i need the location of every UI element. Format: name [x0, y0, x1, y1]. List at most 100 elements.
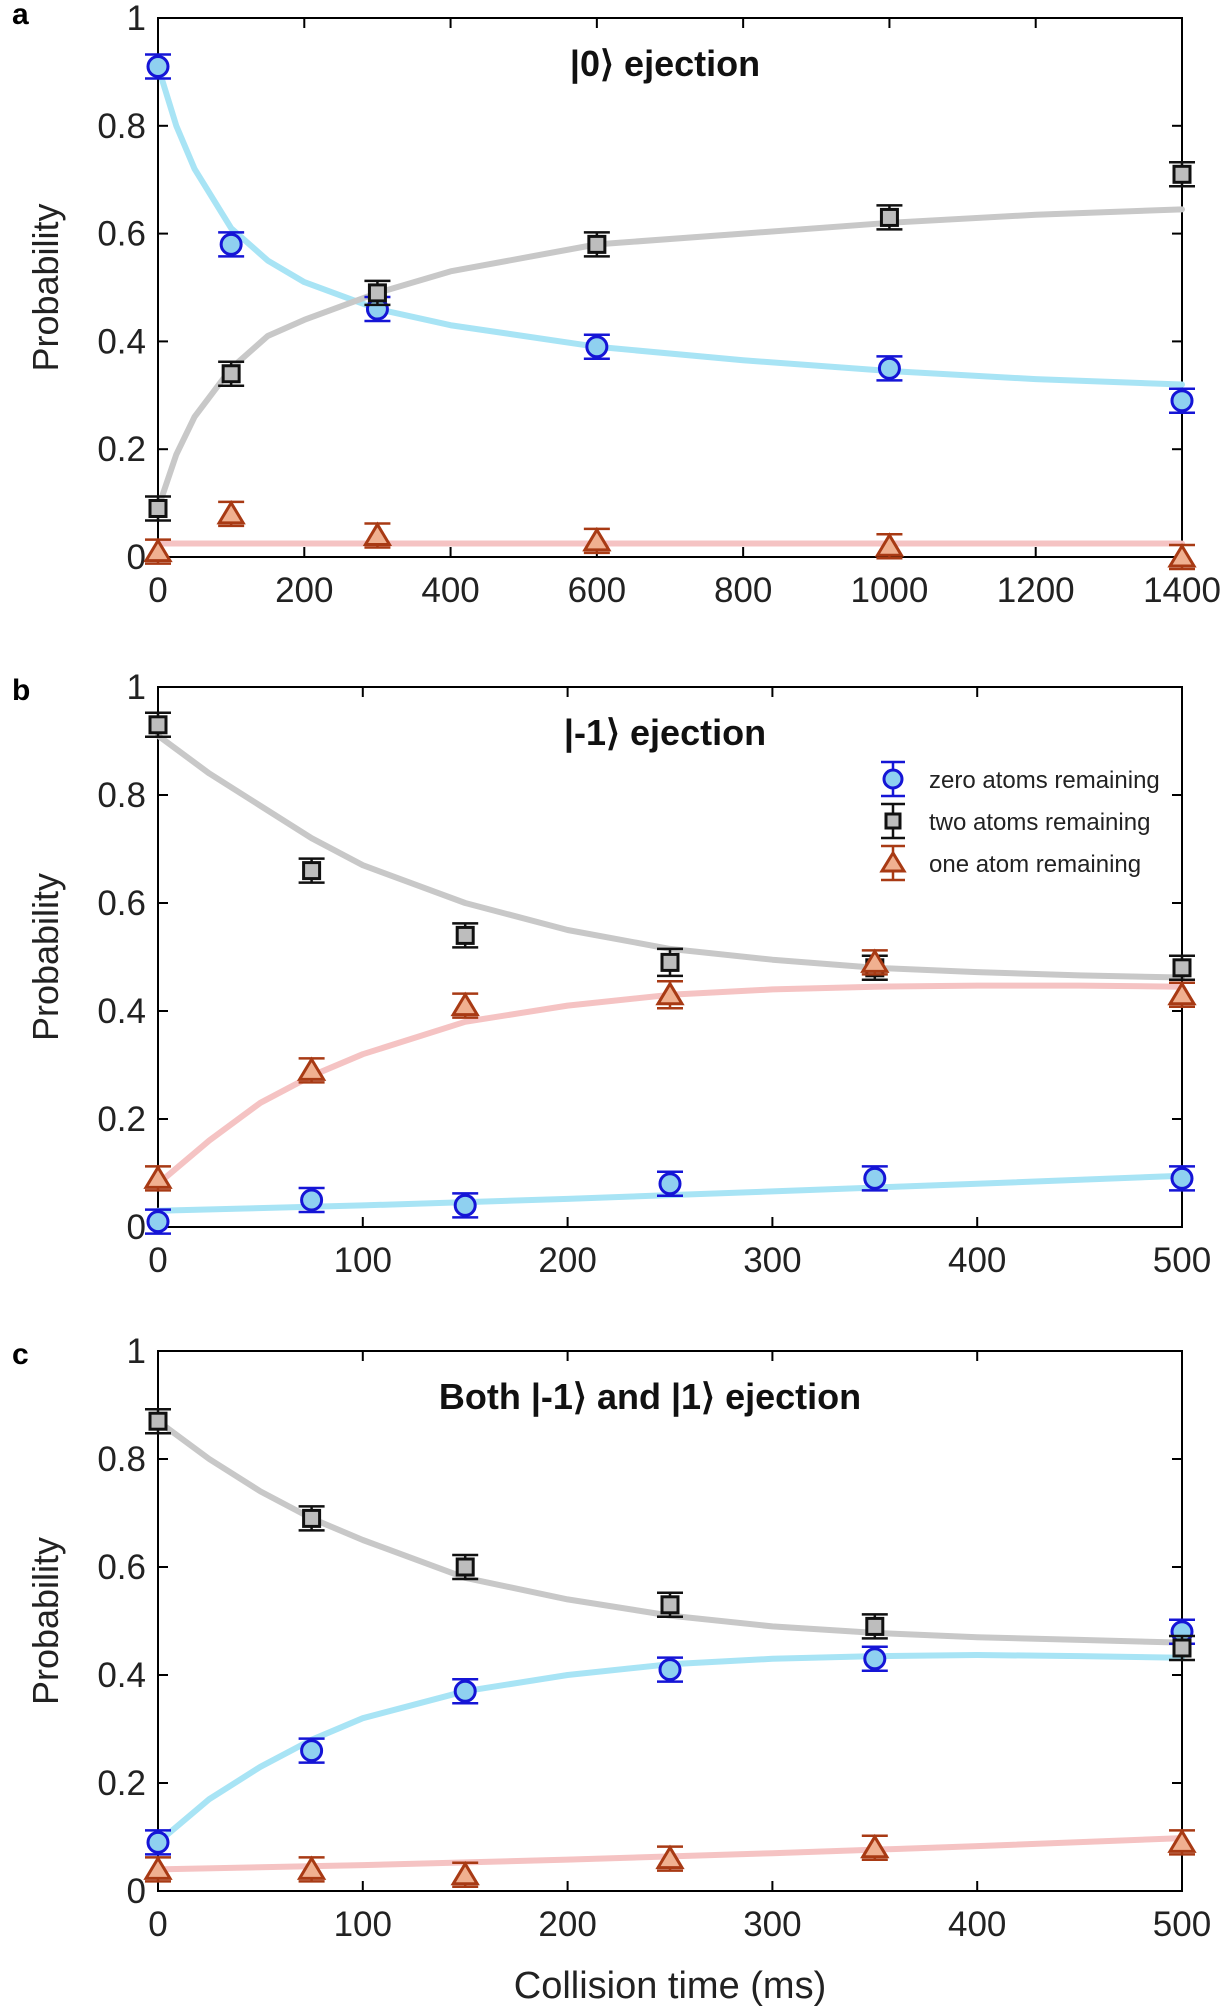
legend: zero atoms remaining two atoms remaining o… — [879, 760, 1160, 882]
data-point-square — [455, 1557, 475, 1577]
y-tick-label: 0 — [127, 1208, 146, 1247]
fit-curve-1 — [155, 732, 1185, 981]
data-point-triangle — [296, 1056, 327, 1081]
y-axis-label: Probability — [25, 873, 66, 1041]
y-tick-label: 0.4 — [97, 992, 146, 1031]
panel-b: b 0 0.2 0.4 0.6 0.8 1 0 100 200 300 400 500 Probabili… — [12, 668, 1211, 1280]
x-tick-label: 200 — [538, 1905, 596, 1944]
data-point-square — [587, 234, 607, 254]
data-point-square — [1172, 958, 1192, 978]
data-point-triangle — [216, 499, 246, 525]
y-axis-label: Probability — [25, 203, 66, 371]
y-tick-label: 0.4 — [97, 1656, 146, 1695]
y-tick-label: 1 — [127, 0, 146, 38]
x-axis-label: Collision time (ms) — [514, 1965, 826, 2007]
y-tick-label: 0 — [127, 1872, 146, 1911]
data-point-square — [865, 1616, 885, 1636]
x-tick-label: 400 — [421, 571, 479, 610]
y-tick-label: 0.6 — [97, 884, 146, 923]
data-point-triangle — [1167, 1828, 1197, 1853]
data-point-circle — [658, 1172, 682, 1196]
plot-frame — [157, 17, 1183, 558]
y-tick-label: 1 — [127, 1332, 146, 1371]
data-point-triangle — [296, 1855, 327, 1880]
chart-title: |-1⟩ ejection — [564, 712, 766, 754]
data-point-circle — [146, 1210, 170, 1234]
data-point-circle — [219, 232, 243, 256]
x-tick-label: 400 — [948, 1241, 1006, 1280]
data-point-triangle — [655, 1844, 685, 1870]
legend-entry-label: zero atoms remaining — [929, 767, 1160, 794]
x-tick-label: 100 — [334, 1905, 392, 1944]
y-tick-label: 0.2 — [97, 1100, 146, 1139]
data-point-triangle — [860, 948, 890, 973]
x-tick-label: 1000 — [850, 571, 928, 610]
panel-label: c — [12, 1338, 29, 1371]
legend-entry-label: one atom remaining — [929, 851, 1141, 878]
data-point-circle — [453, 1679, 477, 1703]
x-tick-label: 600 — [568, 571, 626, 610]
y-tick-label: 0 — [127, 538, 146, 577]
x-tick-label: 300 — [743, 1241, 801, 1280]
y-tick-label: 0.6 — [97, 1548, 146, 1587]
x-tick-label: 100 — [334, 1241, 392, 1280]
data-point-square — [148, 715, 168, 735]
data-point-circle — [658, 1658, 682, 1682]
y-tick-label: 0.2 — [97, 1764, 146, 1803]
data-point-square — [879, 207, 899, 227]
data-point-square — [1172, 1638, 1192, 1658]
data-point-square — [148, 498, 168, 518]
data-point-circle — [146, 1830, 170, 1854]
data-point-circle — [1170, 389, 1194, 413]
legend-marker-circle — [882, 768, 904, 790]
data-point-circle — [146, 55, 170, 79]
data-point-square — [302, 861, 322, 881]
data-point-triangle — [362, 521, 393, 546]
data-point-triangle — [143, 1855, 173, 1880]
data-point-square — [221, 364, 241, 384]
x-tick-label: 300 — [743, 1905, 801, 1944]
y-tick-label: 0.8 — [97, 1440, 146, 1479]
x-tick-label: 0 — [148, 571, 167, 610]
data-point-circle — [585, 335, 609, 359]
y-axis-label: Probability — [25, 1537, 66, 1705]
data-point-triangle — [655, 980, 685, 1006]
x-tick-label: 0 — [148, 1241, 167, 1280]
chart-title: |0⟩ ejection — [570, 43, 760, 85]
panel-c: c 0 0.2 0.4 0.6 0.8 1 0 100 200 300 400 500 Probabili… — [12, 1332, 1211, 2007]
data-point-triangle — [143, 537, 173, 563]
data-point-triangle — [860, 1833, 890, 1859]
y-tick-label: 0.2 — [97, 430, 146, 469]
data-point-triangle — [874, 532, 905, 557]
data-point-circle — [863, 1166, 887, 1190]
data-point-circle — [1170, 1166, 1194, 1190]
fit-curve-0 — [155, 1652, 1185, 1846]
data-point-triangle — [143, 1164, 173, 1189]
legend-marker-triangle — [879, 850, 907, 873]
data-point-triangle — [450, 1860, 480, 1886]
data-point-triangle — [582, 526, 612, 552]
panel-a: a 0 0.2 0.4 0.6 0.8 1 0 200 400 600 800 1000 1200 1400… — [12, 0, 1221, 610]
data-point-circle — [453, 1193, 477, 1217]
x-tick-label: 200 — [275, 571, 333, 610]
y-tick-label: 0.8 — [97, 107, 146, 146]
x-tick-label: 400 — [948, 1905, 1006, 1944]
x-tick-label: 1400 — [1143, 571, 1221, 610]
x-tick-label: 500 — [1153, 1241, 1211, 1280]
plot-frame — [157, 1350, 1183, 1892]
fit-curve-0 — [155, 63, 1185, 388]
y-tick-label: 0.6 — [97, 215, 146, 254]
y-tick-label: 0.8 — [97, 776, 146, 815]
y-tick-label: 1 — [127, 668, 146, 707]
x-tick-label: 0 — [148, 1905, 167, 1944]
panel-label: b — [12, 674, 30, 707]
fit-curve-1 — [155, 206, 1185, 512]
data-point-circle — [877, 356, 901, 380]
data-point-square — [455, 925, 475, 945]
data-point-triangle — [1167, 543, 1197, 568]
data-point-square — [1172, 164, 1192, 184]
data-point-circle — [863, 1647, 887, 1671]
x-tick-label: 800 — [714, 571, 772, 610]
data-point-circle — [300, 1188, 324, 1212]
